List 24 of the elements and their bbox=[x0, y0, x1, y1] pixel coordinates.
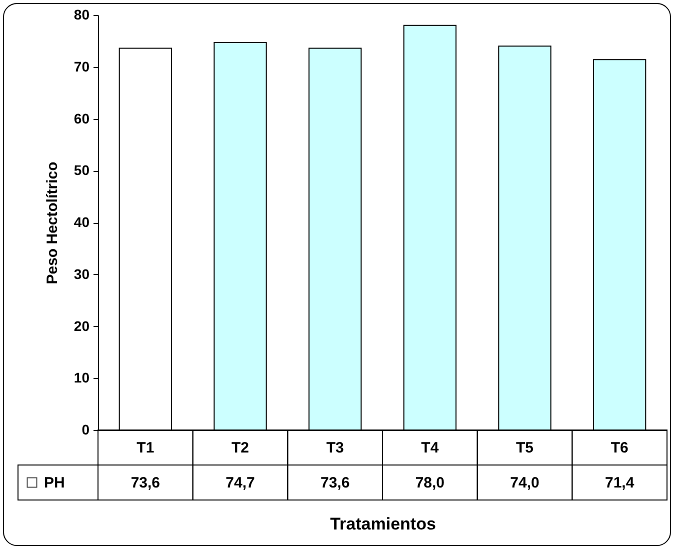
y-tick-label: 30 bbox=[74, 266, 90, 282]
y-tick-label: 50 bbox=[74, 162, 90, 178]
y-tick-label: 0 bbox=[82, 422, 90, 438]
x-tick-label: T3 bbox=[326, 440, 344, 456]
legend-label: PH bbox=[44, 474, 65, 492]
y-axis-title: Peso Hectolítrico bbox=[44, 162, 61, 284]
y-tick-label: 20 bbox=[74, 318, 90, 334]
y-tick-label: 10 bbox=[74, 370, 90, 386]
y-tick-label: 70 bbox=[74, 58, 90, 74]
data-label: 71,4 bbox=[604, 474, 635, 492]
x-tick-label: T6 bbox=[610, 440, 628, 456]
data-label: 74,7 bbox=[226, 474, 255, 492]
data-label: 73,6 bbox=[320, 474, 350, 492]
x-axis-title: Tratamientos bbox=[330, 514, 436, 534]
x-tick-label: T5 bbox=[516, 440, 534, 456]
y-tick-label: 80 bbox=[74, 6, 90, 22]
x-tick-label: T4 bbox=[421, 440, 440, 456]
x-tick-label: T1 bbox=[136, 440, 154, 456]
y-tick-label: 60 bbox=[74, 110, 90, 126]
y-tick-label: 40 bbox=[74, 214, 90, 230]
data-label: 78,0 bbox=[415, 474, 445, 492]
x-tick-label: T2 bbox=[231, 440, 250, 456]
data-label: 74,0 bbox=[510, 474, 540, 492]
data-label: 73,6 bbox=[130, 474, 160, 492]
